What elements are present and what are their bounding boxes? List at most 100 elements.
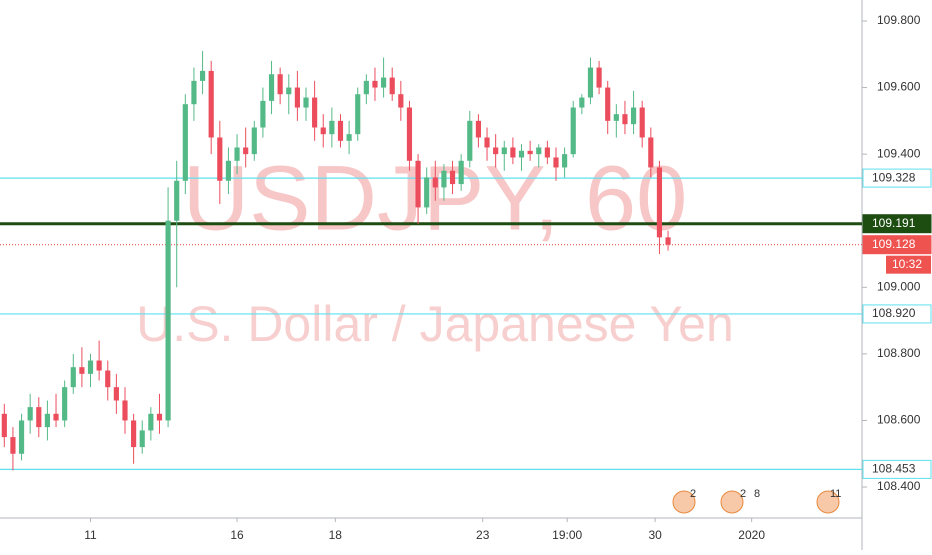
y-tick-label: 108.600 (877, 413, 921, 427)
candle-body (458, 160, 464, 185)
candle-body (260, 100, 266, 128)
watermark-description: U.S. Dollar / Japanese Yen (136, 296, 734, 352)
candle-body (381, 77, 387, 88)
candle-body (579, 97, 585, 108)
x-tick-label: 23 (476, 528, 490, 542)
candle-body (113, 387, 119, 401)
candle-body (656, 167, 663, 238)
candle-body (493, 147, 499, 155)
candle-body (329, 120, 335, 135)
candle-body (191, 80, 197, 105)
candle-body (36, 407, 42, 428)
candle-body (79, 367, 85, 374)
candle-body (87, 360, 94, 374)
y-tick-label: 109.400 (877, 146, 921, 160)
candle-body (217, 137, 223, 181)
candle-body (208, 70, 214, 138)
candle-body (294, 87, 300, 108)
event-icon (672, 490, 696, 514)
candle-body (1, 413, 7, 438)
candle-body (587, 67, 594, 98)
candle-body (536, 147, 542, 155)
candle-body (510, 147, 516, 158)
candle-body (165, 220, 171, 421)
x-tick-label: 19:00 (552, 528, 582, 542)
event-label: 2 (740, 488, 746, 500)
candle-body (320, 127, 326, 135)
candle-body (406, 107, 413, 161)
candle-body (27, 407, 33, 421)
candle-body (122, 400, 128, 421)
candle-body (277, 74, 283, 95)
event-label: 8 (754, 488, 760, 500)
candle-body (665, 237, 671, 245)
countdown: 10:32 (892, 257, 922, 271)
candle-body (639, 107, 645, 138)
candle-body (372, 80, 378, 88)
candle-body (415, 160, 421, 208)
candle-body (527, 150, 533, 155)
x-tick-label: 11 (84, 528, 97, 542)
candle-body (570, 107, 576, 155)
candle-body (363, 80, 369, 95)
candle-body (53, 413, 59, 421)
event-label: 11 (830, 488, 841, 500)
candle-body (544, 147, 550, 158)
x-tick-label: 30 (648, 528, 662, 542)
price-level-box (862, 459, 932, 479)
price-level-label: 109.128 (872, 237, 916, 251)
price-level-label: 108.453 (872, 462, 916, 476)
candle-body (501, 147, 507, 155)
y-tick-label: 108.800 (877, 346, 921, 360)
candle-body (199, 70, 206, 81)
x-tick-label: 16 (230, 528, 244, 542)
candle-body (148, 413, 154, 431)
countdown-box (886, 255, 931, 274)
candle-body (243, 147, 249, 155)
x-tick-label: 2020 (738, 528, 765, 542)
candle-body (630, 107, 637, 125)
x-tick-label: 18 (329, 528, 343, 542)
y-tick-label: 109.600 (877, 80, 921, 94)
y-tick-label: 109.000 (877, 279, 921, 293)
candle-body (70, 367, 76, 388)
candle-body (174, 180, 180, 221)
candle-body (139, 430, 145, 448)
candle-body (596, 67, 602, 88)
candle-body (268, 74, 275, 101)
price-level-box (862, 304, 932, 324)
candle-body (346, 134, 352, 141)
y-tick-label: 108.400 (877, 479, 921, 493)
candle-body (234, 147, 240, 161)
price-level-box (862, 214, 932, 234)
candle-body (484, 137, 490, 148)
candle-body (553, 157, 559, 168)
candle-body (518, 150, 525, 158)
candle-body (105, 370, 111, 388)
event-icon (720, 490, 744, 514)
candle-body (424, 177, 430, 208)
candle-body (62, 387, 68, 421)
price-level-box (862, 168, 932, 188)
candle-body (337, 120, 344, 141)
candle-body (355, 94, 361, 135)
price-level-label: 108.920 (872, 306, 916, 320)
price-level-label: 109.328 (872, 170, 916, 184)
candle-body (398, 94, 404, 108)
candle-body (303, 97, 309, 108)
candle-body (613, 114, 619, 121)
candle-body (312, 97, 318, 128)
candle-body (10, 437, 16, 454)
candle-body (18, 420, 25, 454)
candle-body (562, 154, 568, 168)
candle-body (605, 87, 611, 121)
candle-body (432, 177, 438, 188)
events: 2 2 8 11 (672, 488, 841, 514)
y-tick-label: 109.800 (877, 13, 921, 27)
candle-body (449, 170, 456, 185)
candle-body (441, 170, 447, 188)
candle-body (182, 104, 188, 181)
candle-body (156, 413, 163, 421)
